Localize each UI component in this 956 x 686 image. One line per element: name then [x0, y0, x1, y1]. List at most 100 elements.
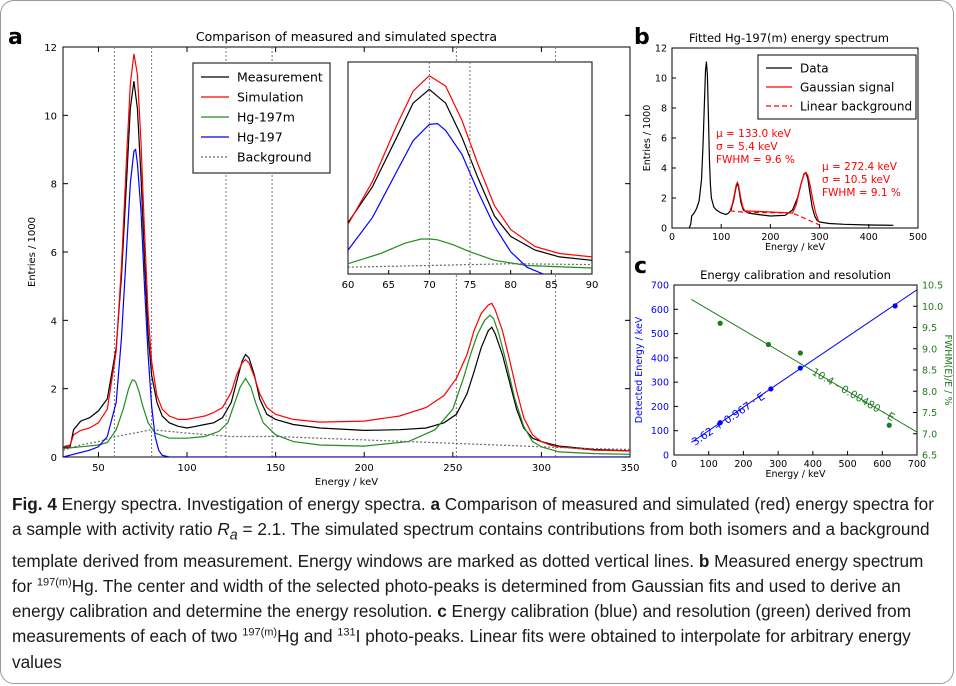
- panel-a-legend-label: Hg-197: [237, 130, 283, 145]
- panel-b-xtick-label: 100: [712, 232, 730, 243]
- panel-a-inset-xtick-label: 60: [342, 280, 355, 291]
- panel-a-ytick-label: 2: [51, 385, 57, 396]
- panel-a-inset-xtick-label: 90: [586, 280, 599, 291]
- panel-a-inset-xtick-label: 85: [545, 280, 558, 291]
- panel-c-xlabel: Energy / keV: [765, 469, 826, 480]
- panel-c-chart: Energy calibration and resolution Energy …: [634, 268, 953, 480]
- panel-a-inset-series: [348, 238, 592, 269]
- panel-b-ytick-label: 6: [661, 134, 667, 145]
- panel-a-series-simulation: [63, 53, 630, 452]
- panel-b-series-gaussian-signal: [729, 171, 820, 222]
- panel-c-xtick-label: 400: [804, 459, 822, 470]
- panel-b-ylabel: Entries / 1000: [642, 105, 653, 172]
- panel-b-xtick-label: 500: [909, 232, 927, 243]
- panel-a-title: Comparison of measured and simulated spe…: [196, 29, 497, 44]
- panel-a-series-hg-197: [63, 148, 630, 457]
- panel-b-annotation: σ = 5.4 keV: [716, 141, 778, 153]
- panel-c-ytick-left-label: 600: [651, 305, 669, 316]
- panel-a-xtick-label: 200: [355, 463, 374, 474]
- panel-b-xtick-label: 0: [669, 232, 675, 243]
- panel-c-ytick-left-label: 400: [651, 353, 669, 364]
- panel-c-title: Energy calibration and resolution: [700, 268, 891, 282]
- panel-a-inset-xtick-label: 70: [423, 280, 436, 291]
- panel-letter-b: b: [634, 25, 650, 50]
- panel-c-point: [768, 386, 774, 392]
- panel-b-legend-label: Data: [800, 62, 829, 76]
- panel-c-ytick-left-label: 0: [663, 451, 669, 462]
- figure-4: a b c Comparison of measured and simulat…: [8, 25, 953, 488]
- panel-a-legend-label: Hg-197m: [237, 110, 295, 125]
- panel-c-point: [797, 365, 803, 371]
- panel-a-chart: Comparison of measured and simulated spe…: [27, 29, 640, 488]
- panel-c-xtick-label: 300: [769, 459, 787, 470]
- caption-fig-label: Fig. 4: [12, 494, 57, 514]
- panel-c-xtick-label: 0: [671, 459, 677, 470]
- panel-b-annotation: μ = 272.4 keV: [822, 161, 898, 173]
- panel-letter-a: a: [8, 25, 23, 50]
- panel-b-series-linear-background: [730, 210, 820, 226]
- panel-a-series-background: [63, 429, 630, 451]
- panel-c-point: [765, 341, 772, 348]
- panel-letter-c: c: [634, 254, 647, 279]
- panel-a-ylabel: Entries / 1000: [27, 217, 38, 287]
- panel-c-xtick-label: 500: [839, 459, 857, 470]
- caption-superscript-3: 131: [337, 626, 356, 639]
- caption-panel-c: c: [437, 601, 447, 622]
- panel-a-inset-xtick-label: 80: [504, 280, 517, 291]
- panel-c-ytick-left-label: 700: [651, 281, 669, 292]
- panel-b-annotation: FWHM = 9.1 %: [822, 187, 901, 199]
- panel-a-legend: [192, 62, 331, 174]
- panel-c-fit-line: [691, 299, 917, 433]
- panel-c-ytick-right-label: 10.5: [922, 281, 943, 292]
- panel-c-ytick-left-label: 500: [651, 329, 669, 340]
- caption-ratio-subscript: a: [229, 527, 238, 544]
- panel-a-inset-series: [348, 88, 592, 261]
- panel-a-ytick-label: 12: [44, 43, 57, 54]
- panel-a-legend-label: Measurement: [237, 70, 323, 85]
- panel-a-legend-label: Simulation: [237, 90, 304, 105]
- panel-b-legend-label: Linear background: [800, 100, 912, 114]
- caption-text-4: Hg. The center and width of the selected…: [12, 576, 901, 622]
- panel-b-annotation: FWHM = 9.6 %: [716, 154, 795, 166]
- panel-c-point: [886, 422, 892, 428]
- panel-c-ytick-right-label: 7.0: [922, 429, 937, 440]
- caption-superscript-1: 197(m): [36, 576, 72, 589]
- panel-a-xtick-label: 150: [266, 463, 285, 474]
- caption-ratio-symbol: R: [217, 519, 230, 540]
- panel-a-inset-xtick-label: 65: [382, 280, 395, 291]
- panel-a-inset-series: [348, 122, 548, 274]
- panel-c-point: [892, 303, 898, 309]
- panel-c-ylabel-right: FWHM(E)/E / %: [942, 334, 953, 405]
- panel-a-ytick-label: 8: [51, 180, 57, 191]
- panel-c-point: [717, 420, 723, 426]
- panel-c-fit-label-left: 3.62 + 0.967 · E: [690, 391, 768, 449]
- panel-a-ytick-label: 10: [44, 111, 57, 122]
- panel-c-xtick-label: 100: [700, 459, 718, 470]
- panel-a-series-hg-197m: [63, 314, 630, 455]
- panel-b-legend-label: Gaussian signal: [800, 81, 894, 95]
- panel-c-ytick-right-label: 10.0: [922, 302, 943, 313]
- caption-text-5: Energy calibration (blue) and resolution…: [12, 601, 912, 647]
- panel-a-ytick-label: 0: [51, 453, 57, 464]
- panel-c-ytick-right-label: 7.5: [922, 408, 937, 419]
- panel-b-ytick-label: 0: [661, 224, 667, 235]
- panel-a-xtick-label: 350: [620, 463, 639, 474]
- caption-panel-b: b: [698, 550, 710, 571]
- panel-a-inset-xtick-label: 75: [464, 280, 477, 291]
- panel-c-fit-label-right: 10.4 - 0.00480 · E: [810, 366, 897, 424]
- caption-text-6: Hg and: [277, 626, 338, 647]
- panel-c-point: [717, 320, 723, 326]
- caption-text-ratio: = 2.1. The simulated spectrum contains c…: [12, 519, 930, 571]
- panel-b-title: Fitted Hg-197(m) energy spectrum: [689, 31, 889, 45]
- caption-text-3: Measured energy spectrum for: [12, 550, 924, 597]
- panel-b-xtick-label: 300: [811, 232, 829, 243]
- panel-c-point: [797, 350, 803, 356]
- caption-text-1: Energy spectra. Investigation of energy …: [56, 494, 431, 514]
- panel-a-xtick-label: 50: [92, 463, 105, 474]
- panel-b-xtick-label: 400: [860, 232, 878, 243]
- panel-c-ytick-right-label: 6.5: [922, 451, 937, 462]
- figure-caption: Fig. 4 Energy spectra. Investigation of …: [12, 492, 947, 675]
- panel-b-ytick-label: 12: [655, 44, 667, 55]
- panel-a-xtick-label: 300: [532, 463, 551, 474]
